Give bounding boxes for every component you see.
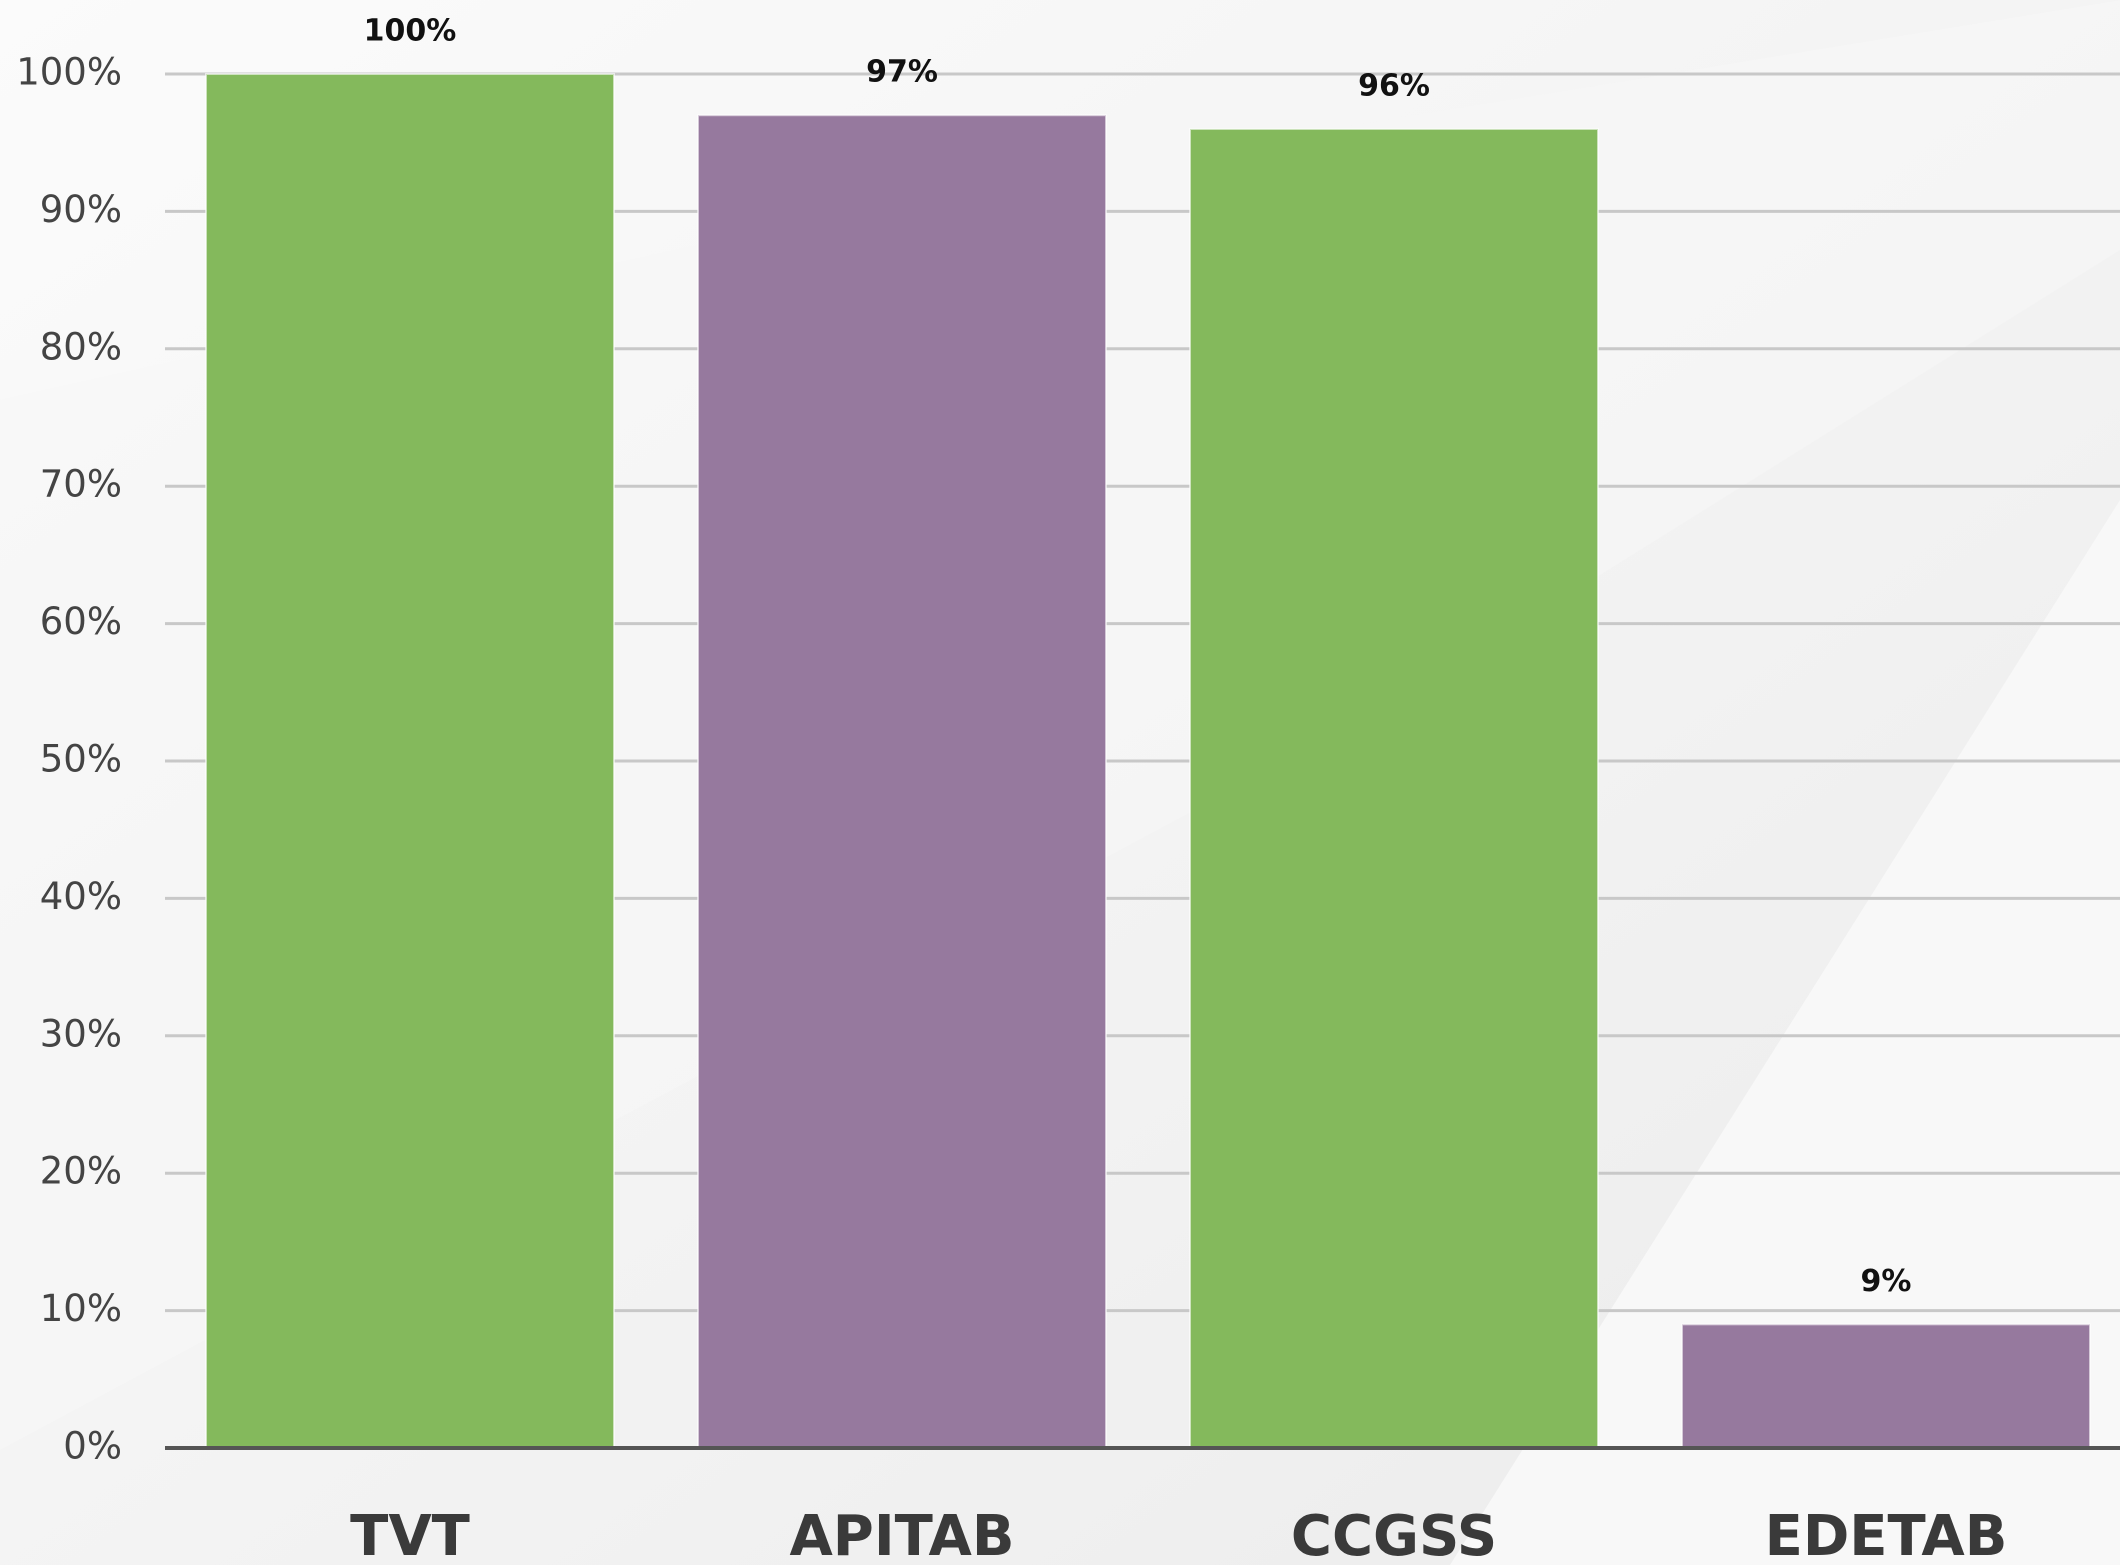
x-tick-label: TVT [350,1504,470,1565]
y-tick-label: 0% [63,1425,122,1468]
bar [1681,1323,2091,1449]
x-tick-label: EDETAB [1765,1504,2008,1565]
bar [205,73,615,1449]
y-tick-label: 30% [40,1012,122,1055]
x-tick-label: CCGSS [1291,1504,1497,1565]
data-label: 97% [866,55,938,90]
y-tick-label: 90% [40,188,122,231]
y-tick-label: 50% [40,738,122,781]
y-tick-label: 40% [40,875,122,918]
bar [1189,127,1599,1450]
data-label: 9% [1861,1264,1912,1299]
data-label: 96% [1358,68,1430,103]
y-tick-label: 100% [16,51,122,94]
y-tick-label: 10% [40,1287,122,1330]
y-tick-label: 80% [40,325,122,368]
y-tick-label: 20% [40,1150,122,1193]
y-tick-label: 60% [40,600,122,643]
data-label: 100% [364,14,457,49]
y-tick-label: 70% [40,463,122,506]
background-shape [1450,500,2120,1565]
x-tick-label: APITAB [789,1504,1014,1565]
bar [697,114,1107,1450]
